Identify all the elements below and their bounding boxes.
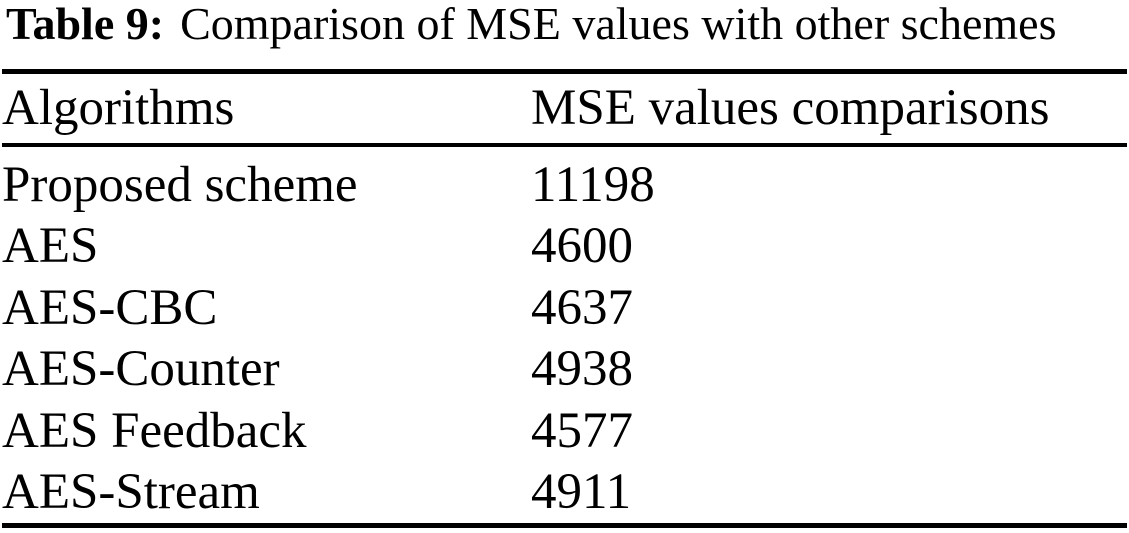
table-row: AES-Stream 4911 xyxy=(0,462,1129,523)
table-row: AES Feedback 4577 xyxy=(0,401,1129,462)
column-header-mse-values: MSE values comparisons xyxy=(531,80,1050,136)
mse-comparison-table: Algorithms MSE values comparisons Propos… xyxy=(0,69,1129,529)
table-row: Proposed scheme 11198 xyxy=(0,155,1129,216)
table-mid-rule xyxy=(2,143,1127,147)
table-caption-label: Table 9: xyxy=(6,0,165,49)
column-header-algorithms: Algorithms xyxy=(2,80,235,136)
algorithm-cell: AES Feedback xyxy=(2,402,307,459)
algorithm-cell: Proposed scheme xyxy=(2,157,358,213)
algorithm-cell: AES xyxy=(2,218,99,275)
table-body: Proposed scheme 11198 AES 4600 AES-CBC 4… xyxy=(0,147,1129,523)
table-row: AES-Counter 4938 xyxy=(0,339,1129,400)
table-row: AES-CBC 4637 xyxy=(0,278,1129,339)
table-bottom-rule xyxy=(2,523,1127,529)
mse-value-cell: 4577 xyxy=(531,402,633,459)
algorithm-cell: AES-Counter xyxy=(2,341,280,398)
table-row: AES 4600 xyxy=(0,216,1129,277)
table-top-rule xyxy=(2,69,1127,74)
mse-value-cell: 4938 xyxy=(531,341,633,398)
mse-value-cell: 11198 xyxy=(531,157,655,213)
table-header-row: Algorithms MSE values comparisons xyxy=(0,74,1129,143)
mse-value-cell: 4600 xyxy=(531,218,633,275)
table-caption: Table 9: Comparison of MSE values with ot… xyxy=(0,0,1129,48)
algorithm-cell: AES-CBC xyxy=(2,279,218,336)
table-caption-text: Comparison of MSE values with other sche… xyxy=(180,0,1057,49)
mse-value-cell: 4911 xyxy=(531,464,632,521)
algorithm-cell: AES-Stream xyxy=(2,464,260,521)
mse-value-cell: 4637 xyxy=(531,279,633,336)
